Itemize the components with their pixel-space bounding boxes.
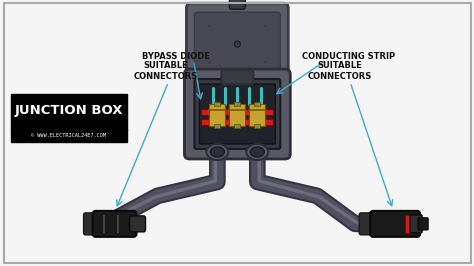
Text: CONDUCTING STRIP: CONDUCTING STRIP	[301, 52, 395, 61]
FancyBboxPatch shape	[184, 69, 290, 159]
Text: SUITABLE
CONNECTORS: SUITABLE CONNECTORS	[308, 61, 372, 81]
Ellipse shape	[246, 144, 268, 160]
FancyBboxPatch shape	[410, 215, 422, 233]
Bar	[201, 109, 273, 115]
Ellipse shape	[210, 147, 224, 157]
Bar	[255, 124, 260, 128]
Bar	[11, 94, 127, 130]
FancyBboxPatch shape	[200, 84, 275, 144]
FancyBboxPatch shape	[194, 12, 280, 76]
FancyBboxPatch shape	[186, 3, 288, 85]
FancyBboxPatch shape	[359, 213, 377, 235]
Text: © WWW.ELECTRICAL24E7.COM: © WWW.ELECTRICAL24E7.COM	[31, 134, 106, 139]
Bar	[405, 215, 411, 233]
FancyBboxPatch shape	[221, 70, 253, 84]
Bar	[229, 104, 246, 126]
FancyBboxPatch shape	[418, 218, 428, 230]
Bar	[214, 124, 220, 128]
Ellipse shape	[264, 61, 267, 64]
Bar	[11, 129, 127, 142]
Bar	[201, 119, 273, 125]
Ellipse shape	[208, 25, 211, 28]
Ellipse shape	[250, 147, 264, 157]
FancyBboxPatch shape	[370, 211, 420, 237]
Bar	[234, 102, 240, 106]
Bar	[214, 102, 220, 106]
Bar	[249, 104, 265, 126]
Text: BYPASS DIODE: BYPASS DIODE	[142, 52, 210, 61]
Bar	[210, 104, 225, 126]
FancyBboxPatch shape	[92, 211, 137, 237]
FancyBboxPatch shape	[83, 213, 101, 235]
Bar	[234, 124, 240, 128]
Bar	[255, 102, 260, 106]
Ellipse shape	[206, 144, 228, 160]
Ellipse shape	[264, 25, 267, 28]
FancyBboxPatch shape	[229, 0, 246, 9]
Text: JUNCTION BOX: JUNCTION BOX	[14, 103, 123, 117]
FancyBboxPatch shape	[194, 79, 280, 149]
Text: SUITABLE
CONNECTORS: SUITABLE CONNECTORS	[133, 61, 198, 81]
Ellipse shape	[208, 61, 211, 64]
FancyBboxPatch shape	[129, 216, 146, 232]
Ellipse shape	[234, 41, 240, 47]
